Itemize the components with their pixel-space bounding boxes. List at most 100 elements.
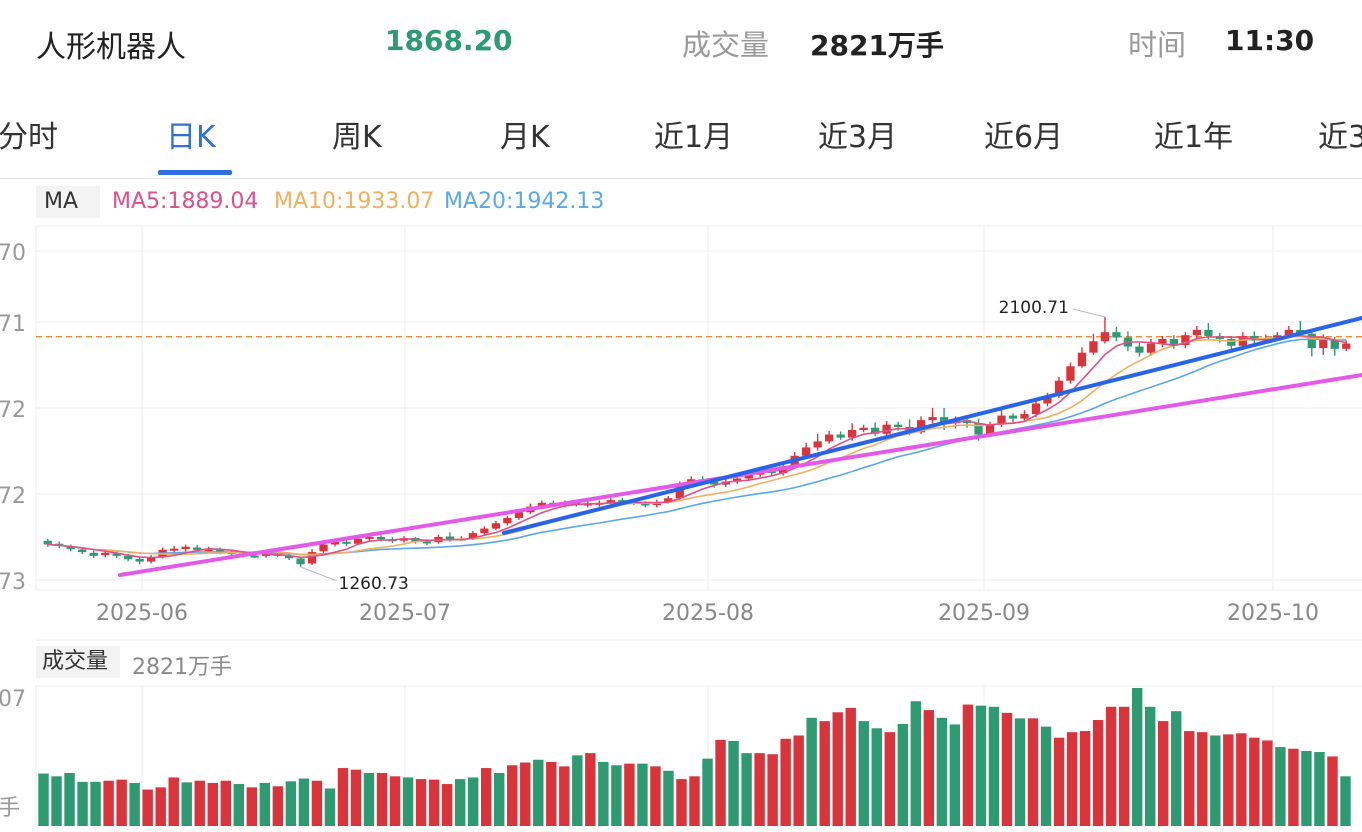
candle-down	[1330, 339, 1339, 349]
candle-up	[307, 552, 317, 564]
volume-bar	[689, 776, 700, 826]
volume-bar	[1314, 752, 1325, 826]
candle-up	[985, 424, 995, 435]
volume-bar	[389, 776, 401, 826]
candle-up	[802, 447, 811, 456]
tab-1-year[interactable]: 近1年	[1154, 120, 1234, 155]
candle-up	[882, 424, 891, 434]
tab-1-month[interactable]: 近1月	[654, 120, 734, 155]
volume-bar	[1327, 756, 1338, 826]
volume-bar	[1197, 732, 1208, 826]
volume-bar	[129, 782, 140, 826]
tab-3-years[interactable]: 近3	[1318, 120, 1362, 155]
current-price: 1868.20	[385, 24, 513, 57]
candle-up	[491, 523, 501, 529]
volume-bar	[1262, 740, 1273, 826]
volume-bar	[949, 724, 961, 826]
candle-up	[825, 434, 834, 442]
volume-bar	[975, 705, 987, 826]
candle-up	[675, 483, 684, 499]
candle-down	[43, 540, 52, 545]
index-name: 人形机器人	[36, 30, 186, 65]
x-axis-labels: 2025-06 2025-07 2025-08 2025-09 2025-10	[96, 601, 1319, 626]
candle-up	[1181, 335, 1190, 346]
candle-up	[664, 498, 673, 503]
tab-6-months[interactable]: 近6月	[984, 120, 1064, 155]
low-annotation: 1260.73	[339, 574, 409, 594]
volume-bar	[741, 753, 752, 826]
volume-bar	[1223, 734, 1234, 826]
volume-bar	[181, 782, 192, 826]
volume-bar	[1184, 731, 1195, 826]
volume-bar	[832, 712, 843, 826]
candle-down	[250, 555, 259, 558]
candle-down	[618, 500, 627, 503]
volume-bar	[363, 773, 375, 826]
y-tick-label: 72	[0, 398, 26, 423]
volume-bar	[520, 762, 531, 826]
volume-bar	[285, 781, 297, 826]
volume-bar	[754, 753, 765, 826]
volume-bar	[220, 780, 231, 826]
x-tick-label: 2025-08	[662, 601, 754, 626]
volume-bar	[611, 765, 622, 826]
volume-bar	[350, 769, 362, 826]
volume-bar	[1249, 737, 1260, 826]
volume-bar	[64, 773, 75, 826]
volume-bar	[1171, 711, 1182, 826]
candle-up	[204, 549, 213, 552]
candle-up	[1158, 338, 1167, 344]
volume-bar	[1158, 721, 1169, 826]
candle-up	[537, 502, 547, 507]
x-tick-label: 2025-06	[96, 601, 188, 626]
volume-bar	[767, 754, 778, 826]
volume-bar	[103, 780, 114, 826]
candle-up	[181, 546, 190, 550]
candle-up	[859, 427, 868, 430]
candle-up	[721, 481, 730, 485]
volume-tag[interactable]: 成交量	[36, 646, 120, 678]
volume-bar	[194, 780, 205, 826]
quote-header: 人形机器人 1868.20 成交量 2821万手 时间 11:30	[0, 0, 1362, 90]
active-tab-indicator	[158, 170, 232, 175]
volume-bar	[1236, 733, 1247, 826]
tab-weekly-k[interactable]: 周K	[332, 120, 382, 155]
tab-daily-k[interactable]: 日K	[166, 120, 216, 155]
volume-bar	[324, 788, 336, 826]
volume-bar	[845, 707, 856, 826]
volume-bar	[376, 773, 388, 826]
candle-down	[710, 481, 719, 485]
time-value: 11:30	[1225, 24, 1315, 57]
volume-bar	[428, 779, 440, 826]
candle-up	[353, 538, 363, 544]
time-label: 时间	[1128, 28, 1187, 62]
candle-up	[916, 420, 926, 433]
candle-down	[962, 420, 972, 424]
volume-bar	[1144, 706, 1156, 826]
volume-bar	[650, 766, 661, 826]
volume-bar	[1066, 732, 1078, 826]
tab-3-months[interactable]: 近3月	[818, 120, 898, 155]
tab-monthly-k[interactable]: 月K	[500, 120, 550, 155]
ma-tag[interactable]: MA	[36, 186, 100, 218]
volume-bar	[1053, 737, 1065, 826]
volume-bar	[1131, 688, 1143, 826]
candle-up	[997, 415, 1006, 425]
volume-bar	[207, 782, 218, 826]
candle-up	[847, 429, 857, 438]
tab-intraday[interactable]: 分时	[0, 120, 58, 155]
candle-up	[147, 557, 156, 562]
volume-bar	[624, 763, 635, 826]
volume-bar	[533, 759, 544, 826]
volume-bar	[467, 777, 479, 826]
volume-bar	[806, 717, 817, 826]
volume-bar	[155, 787, 166, 826]
volume-bar	[493, 773, 505, 826]
candle-down	[78, 549, 87, 553]
volume-bar	[480, 768, 492, 826]
volume-bar	[1092, 720, 1104, 826]
volume-bar	[663, 770, 674, 826]
volume-bar	[142, 789, 153, 826]
candle-up	[330, 541, 340, 545]
